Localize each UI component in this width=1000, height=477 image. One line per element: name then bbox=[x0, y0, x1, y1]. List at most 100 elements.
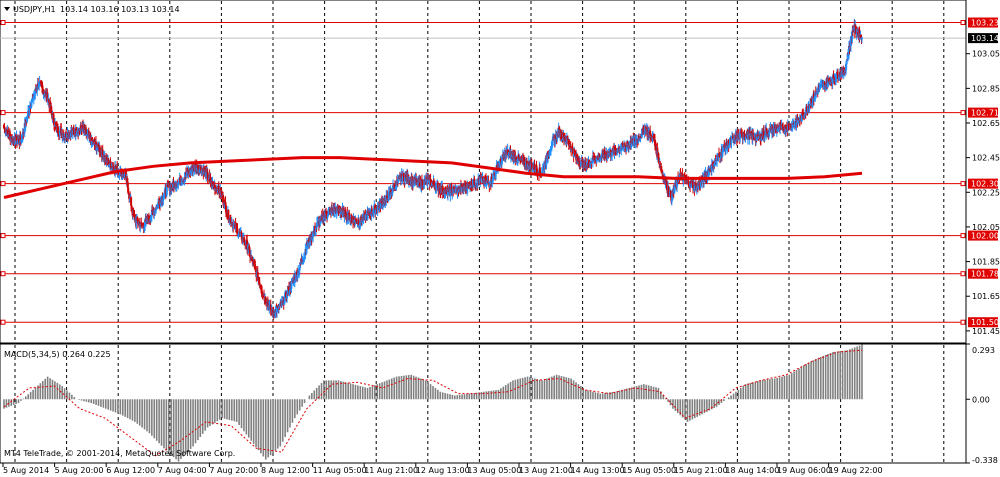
candle-body bbox=[667, 186, 670, 193]
candle-body bbox=[263, 294, 265, 298]
candle-body bbox=[499, 158, 502, 162]
candle-body bbox=[30, 102, 33, 108]
candle-body bbox=[461, 185, 464, 189]
candle-body bbox=[50, 110, 53, 113]
candle-body bbox=[366, 211, 369, 220]
candle-body bbox=[543, 165, 546, 169]
time-tick-label: 11 Aug 05:00 bbox=[313, 466, 367, 475]
level-handle-left bbox=[0, 20, 6, 26]
candle-body bbox=[488, 186, 491, 188]
price-tick-label: 102.25 bbox=[972, 188, 1000, 197]
level-handle-left bbox=[0, 110, 6, 116]
level-badge bbox=[968, 178, 998, 189]
moving-average bbox=[3, 156, 863, 199]
level-badge bbox=[968, 230, 998, 241]
level-handle-right bbox=[960, 20, 966, 26]
candle-body bbox=[355, 220, 358, 223]
candle-body bbox=[56, 126, 59, 133]
candle-body bbox=[26, 116, 29, 122]
candle-body bbox=[217, 185, 220, 190]
candle-body bbox=[189, 169, 192, 173]
candle-body bbox=[264, 296, 267, 302]
candle-body bbox=[155, 209, 158, 211]
candle-body bbox=[85, 130, 88, 135]
candle-body bbox=[283, 296, 286, 303]
candle-body bbox=[19, 136, 22, 141]
price-tick-label: 102.65 bbox=[972, 119, 1000, 128]
price-tick-label: 102.45 bbox=[972, 154, 1000, 163]
candle-body bbox=[144, 219, 147, 226]
level-badge-label: 102.71 bbox=[971, 109, 999, 118]
time-tick-label: 12 Aug 13:00 bbox=[416, 466, 470, 475]
candle-body bbox=[229, 218, 232, 224]
chart-header: USDJPY,H1 103.14 103.16 103.13 103.14 bbox=[4, 5, 180, 14]
candle-body bbox=[441, 186, 444, 194]
candle-body bbox=[258, 282, 261, 287]
candle-body bbox=[835, 75, 838, 79]
candle-body bbox=[701, 178, 704, 183]
level-badge-label: 101.78 bbox=[971, 270, 999, 279]
candle-body bbox=[127, 187, 130, 193]
candle-body bbox=[325, 211, 328, 214]
candle-body bbox=[421, 180, 424, 186]
candle-body bbox=[172, 181, 175, 185]
time-tick-label: 8 Aug 12:00 bbox=[261, 466, 310, 475]
macd-histogram bbox=[3, 344, 863, 462]
candle-body bbox=[23, 123, 26, 133]
candle-body bbox=[545, 155, 548, 164]
time-tick-label: 5 Aug 20:00 bbox=[55, 466, 104, 475]
candle-body bbox=[679, 173, 681, 180]
level-handle-left bbox=[0, 181, 6, 187]
candle-body bbox=[404, 176, 407, 182]
candle-body bbox=[551, 140, 554, 142]
candle-body bbox=[676, 178, 679, 187]
candle-body bbox=[16, 136, 18, 144]
level-badge bbox=[968, 317, 998, 328]
candle-body bbox=[261, 293, 264, 295]
candle-body bbox=[254, 266, 257, 269]
candle-body bbox=[603, 150, 606, 155]
candle-body bbox=[832, 74, 835, 80]
candle-body bbox=[515, 156, 518, 162]
price-tick-label: 101.85 bbox=[972, 258, 1000, 267]
candle-body bbox=[323, 216, 326, 221]
candle-body bbox=[131, 207, 134, 211]
ohlc-readout: 103.14 103.16 103.13 103.14 bbox=[60, 5, 180, 14]
time-tick-label: 15 Aug 05:00 bbox=[622, 466, 676, 475]
candle-body bbox=[95, 147, 98, 150]
candle-body bbox=[579, 163, 582, 167]
candle-body bbox=[458, 189, 460, 193]
candle-body bbox=[91, 137, 94, 142]
time-tick-label: 15 Aug 21:00 bbox=[674, 466, 728, 475]
candle-body bbox=[101, 149, 104, 155]
macd-label: MACD(5,34,5) 0.264 0.225 bbox=[4, 350, 111, 359]
candle-body bbox=[527, 163, 530, 169]
candle-body bbox=[227, 209, 230, 220]
candle-body bbox=[549, 149, 552, 151]
level-badge-label: 102.00 bbox=[971, 232, 999, 241]
level-handle-right bbox=[960, 271, 966, 277]
candle-body bbox=[52, 114, 55, 122]
candle-body bbox=[470, 181, 473, 186]
candle-body bbox=[548, 152, 551, 156]
current-price-label: 103.14 bbox=[971, 34, 999, 43]
price-tick-label: 101.45 bbox=[972, 327, 1000, 336]
candle-body bbox=[699, 180, 702, 187]
level-badge-label: 102.30 bbox=[971, 180, 999, 189]
vertical-grid bbox=[14, 1, 945, 462]
candle-body bbox=[315, 222, 318, 228]
candle-body bbox=[46, 92, 49, 102]
candle-body bbox=[756, 137, 759, 141]
copyright-label: MT4 TeleTrade, © 2001-2014, MetaQuotes S… bbox=[4, 449, 235, 458]
candle-body bbox=[507, 153, 510, 156]
time-tick-label: 6 Aug 12:00 bbox=[106, 466, 155, 475]
level-badge bbox=[968, 107, 998, 118]
candle-body bbox=[154, 208, 157, 213]
time-tick-label: 13 Aug 21:00 bbox=[519, 466, 573, 475]
level-badge-label: 101.50 bbox=[971, 318, 999, 327]
dropdown-arrow-icon[interactable] bbox=[4, 7, 10, 11]
candle-body bbox=[47, 99, 50, 103]
price-pane[interactable] bbox=[0, 0, 967, 344]
candle-body bbox=[616, 151, 619, 154]
candle-body bbox=[155, 206, 158, 210]
